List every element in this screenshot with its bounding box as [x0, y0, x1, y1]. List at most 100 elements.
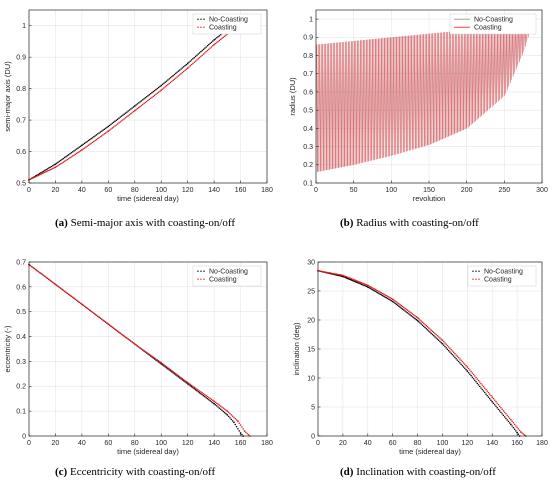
- data-point: [85, 146, 87, 148]
- data-point: [38, 174, 41, 176]
- data-point: [493, 404, 496, 406]
- data-point: [424, 323, 426, 326]
- data-point: [213, 402, 215, 405]
- data-point: [83, 142, 86, 145]
- y-tick-label: 5: [311, 404, 315, 411]
- data-point: [168, 367, 170, 370]
- y-axis-label: eccentricity (-): [3, 325, 12, 373]
- data-point: [197, 58, 199, 60]
- data-point: [120, 120, 123, 122]
- data-point: [492, 402, 495, 405]
- data-point: [77, 300, 79, 303]
- data-point: [481, 388, 484, 391]
- x-tick-label: 0: [316, 440, 320, 447]
- legend-entry: Coasting: [474, 25, 502, 32]
- data-point: [516, 426, 518, 429]
- x-tick-label: 140: [486, 440, 498, 447]
- data-point: [33, 176, 36, 179]
- data-point: [246, 432, 248, 435]
- data-point: [403, 306, 405, 309]
- data-point: [444, 345, 446, 348]
- data-point: [100, 135, 103, 137]
- y-tick-label: 0.4: [303, 126, 313, 133]
- data-point: [197, 389, 199, 391]
- data-point: [108, 124, 111, 127]
- data-point: [123, 335, 125, 337]
- data-point: [177, 376, 180, 378]
- data-point: [374, 288, 376, 291]
- data-point: [350, 279, 353, 281]
- data-point: [471, 376, 474, 378]
- data-point: [48, 167, 50, 169]
- data-point: [184, 381, 186, 383]
- data-point: [59, 163, 62, 165]
- data-point: [93, 312, 95, 314]
- data-point: [398, 303, 400, 305]
- data-point: [144, 97, 147, 99]
- data-point: [394, 300, 396, 302]
- data-point: [79, 145, 82, 147]
- data-point: [322, 270, 324, 273]
- data-point: [102, 319, 104, 321]
- data-point: [89, 309, 91, 311]
- data-point: [327, 271, 329, 274]
- data-point: [378, 290, 380, 293]
- data-point: [192, 385, 194, 388]
- data-point: [81, 149, 83, 151]
- data-point: [455, 358, 457, 360]
- data-point: [127, 338, 129, 340]
- data-point: [227, 411, 230, 414]
- data-point: [470, 370, 472, 373]
- data-point: [221, 409, 223, 412]
- data-point: [469, 369, 471, 371]
- data-point: [48, 169, 50, 172]
- data-point: [452, 351, 455, 354]
- data-point: [156, 359, 159, 361]
- data-point: [400, 307, 403, 309]
- data-point: [446, 344, 449, 347]
- legend-marker: [200, 18, 202, 20]
- data-point: [91, 141, 94, 144]
- legend-box: [467, 265, 537, 287]
- data-point: [189, 65, 192, 67]
- data-point: [491, 400, 494, 403]
- data-point: [30, 177, 33, 180]
- data-point: [130, 112, 132, 115]
- data-point: [173, 373, 176, 375]
- data-point: [507, 415, 510, 418]
- data-point: [169, 368, 172, 371]
- data-point: [124, 112, 127, 114]
- data-point: [210, 41, 213, 43]
- data-point: [440, 338, 442, 340]
- data-point: [362, 284, 364, 286]
- data-point: [148, 98, 151, 101]
- data-point: [48, 278, 50, 281]
- data-point: [37, 173, 40, 176]
- data-point: [73, 154, 75, 156]
- data-point: [75, 148, 78, 150]
- caption-text: Semi-major axis with coasting-on/off: [68, 217, 236, 229]
- y-axis-label: radius (DU): [288, 77, 297, 116]
- legend-entry: No-Coasting: [474, 17, 513, 24]
- data-point: [181, 67, 184, 69]
- data-point: [503, 411, 506, 413]
- x-tick-label: 180: [261, 187, 273, 194]
- data-point: [157, 360, 160, 362]
- data-point: [106, 322, 108, 324]
- x-tick-label: 80: [131, 187, 139, 194]
- chart-panel-a: 0 20 40 60 80 100 120 140 160 180 0.5 0.6 0.7 0.8 0.9 1…: [3, 9, 273, 229]
- data-point: [90, 310, 92, 312]
- x-tick-label: 0: [27, 187, 31, 194]
- legend-entry: Coasting: [484, 277, 512, 284]
- x-tick-label: 50: [350, 187, 358, 194]
- data-point: [62, 157, 65, 160]
- data-point: [36, 269, 38, 272]
- data-point: [163, 365, 165, 367]
- data-point: [165, 85, 168, 87]
- data-point: [180, 72, 182, 75]
- data-point: [192, 58, 194, 60]
- data-point: [78, 301, 80, 304]
- data-point: [345, 276, 348, 278]
- data-point: [108, 129, 111, 131]
- data-point: [91, 311, 94, 313]
